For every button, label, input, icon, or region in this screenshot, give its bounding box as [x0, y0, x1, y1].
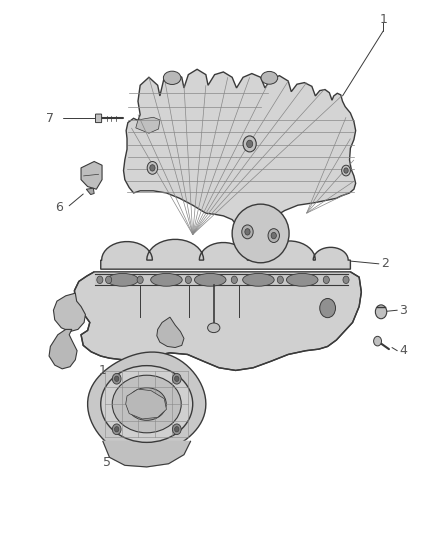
Circle shape	[106, 276, 112, 284]
Text: 7: 7	[46, 112, 54, 125]
Circle shape	[268, 229, 279, 243]
Text: 5: 5	[103, 456, 111, 469]
Circle shape	[344, 168, 348, 173]
Ellipse shape	[208, 323, 220, 333]
Polygon shape	[136, 117, 160, 133]
Circle shape	[173, 374, 181, 384]
Circle shape	[112, 374, 121, 384]
Circle shape	[375, 305, 387, 319]
Circle shape	[175, 426, 179, 432]
Circle shape	[150, 165, 155, 171]
Circle shape	[175, 376, 179, 382]
Polygon shape	[86, 188, 94, 195]
FancyBboxPatch shape	[95, 274, 348, 285]
Polygon shape	[126, 389, 166, 419]
Ellipse shape	[107, 273, 138, 286]
Circle shape	[97, 276, 103, 284]
Polygon shape	[88, 352, 206, 456]
Ellipse shape	[163, 71, 181, 84]
Polygon shape	[81, 161, 102, 189]
Circle shape	[245, 229, 250, 235]
Circle shape	[247, 140, 253, 148]
Ellipse shape	[127, 387, 166, 421]
Circle shape	[173, 424, 181, 434]
Circle shape	[242, 225, 253, 239]
Circle shape	[271, 232, 276, 239]
Polygon shape	[157, 317, 184, 348]
FancyBboxPatch shape	[95, 114, 102, 123]
Text: 6: 6	[55, 201, 63, 214]
Circle shape	[114, 376, 119, 382]
Ellipse shape	[261, 71, 278, 84]
Polygon shape	[101, 239, 350, 269]
Circle shape	[147, 161, 158, 174]
Circle shape	[112, 424, 121, 434]
Text: 2: 2	[381, 257, 389, 270]
Ellipse shape	[286, 273, 318, 286]
Ellipse shape	[151, 273, 182, 286]
Ellipse shape	[232, 204, 289, 263]
Polygon shape	[103, 441, 191, 467]
Circle shape	[343, 276, 349, 284]
Circle shape	[243, 136, 256, 152]
Ellipse shape	[194, 273, 226, 286]
Polygon shape	[53, 293, 85, 332]
Circle shape	[342, 165, 350, 176]
Circle shape	[231, 276, 237, 284]
Text: 1: 1	[379, 13, 387, 26]
Ellipse shape	[139, 397, 155, 411]
Ellipse shape	[101, 366, 193, 442]
Text: 3: 3	[399, 304, 407, 317]
Text: 1: 1	[99, 364, 107, 377]
Circle shape	[277, 276, 283, 284]
Circle shape	[114, 426, 119, 432]
Circle shape	[185, 276, 191, 284]
Circle shape	[323, 276, 329, 284]
Polygon shape	[49, 329, 77, 369]
Polygon shape	[74, 272, 361, 370]
Polygon shape	[124, 69, 356, 243]
Ellipse shape	[243, 273, 274, 286]
Text: 4: 4	[399, 344, 407, 357]
Circle shape	[320, 298, 336, 318]
Circle shape	[374, 336, 381, 346]
Ellipse shape	[112, 375, 181, 433]
Circle shape	[137, 276, 143, 284]
